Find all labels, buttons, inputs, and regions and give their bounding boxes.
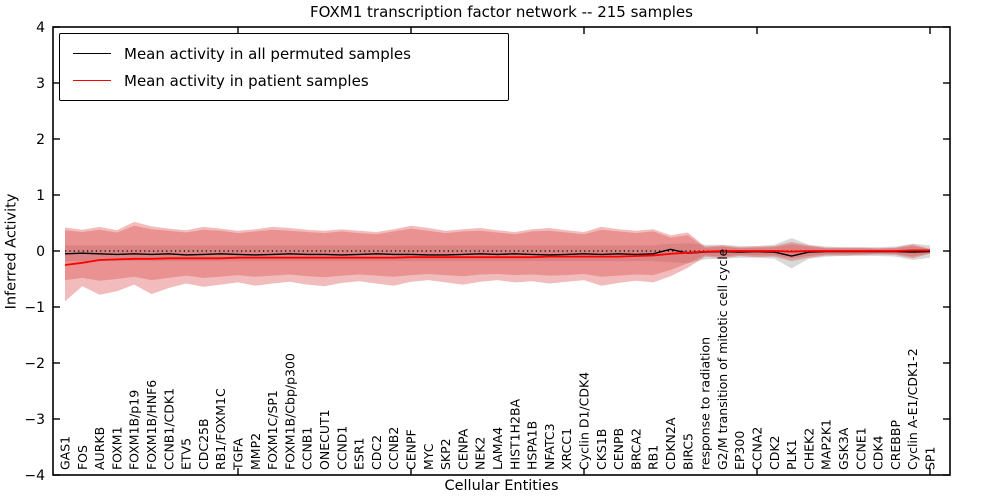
svg-text:ESR1: ESR1 bbox=[352, 438, 367, 470]
chart-title: FOXM1 transcription factor network -- 21… bbox=[310, 3, 693, 21]
svg-text:CDC2: CDC2 bbox=[369, 435, 384, 470]
permuted_mean-line bbox=[64, 248, 931, 257]
legend-label-patient: Mean activity in patient samples bbox=[124, 71, 369, 90]
svg-text:FOXM1C/SP1: FOXM1C/SP1 bbox=[265, 390, 280, 470]
svg-text:TGFA: TGFA bbox=[231, 438, 246, 471]
svg-text:0: 0 bbox=[36, 244, 45, 260]
y-axis-label: Inferred Activity bbox=[3, 193, 20, 310]
legend-line-patient-icon bbox=[73, 80, 111, 81]
legend-line-permuted-icon bbox=[73, 53, 111, 54]
svg-text:CDK4: CDK4 bbox=[871, 435, 886, 470]
axis-ticks bbox=[53, 26, 950, 476]
svg-text:−4: −4 bbox=[24, 468, 45, 484]
legend-entry-permuted: Mean activity in all permuted samples bbox=[73, 40, 508, 67]
svg-text:XRCC1: XRCC1 bbox=[559, 428, 574, 470]
svg-text:3: 3 bbox=[36, 76, 45, 92]
svg-text:CENPA: CENPA bbox=[455, 428, 470, 470]
svg-text:CHEK2: CHEK2 bbox=[801, 428, 816, 470]
svg-text:CDK2: CDK2 bbox=[767, 435, 782, 470]
legend-label-permuted: Mean activity in all permuted samples bbox=[124, 44, 411, 63]
svg-text:AURKB: AURKB bbox=[92, 427, 107, 470]
svg-text:Cyclin D1/CDK4: Cyclin D1/CDK4 bbox=[577, 372, 592, 470]
svg-text:CCNB1/CDK1: CCNB1/CDK1 bbox=[161, 388, 176, 470]
svg-text:BRCA2: BRCA2 bbox=[628, 428, 643, 470]
svg-text:FOXM1B/Cbp/p300: FOXM1B/Cbp/p300 bbox=[282, 353, 297, 470]
svg-text:CCNB1: CCNB1 bbox=[300, 427, 315, 470]
svg-text:FOXM1B/p19: FOXM1B/p19 bbox=[127, 390, 142, 470]
svg-text:RB1: RB1 bbox=[646, 445, 661, 470]
legend-entry-patient: Mean activity in patient samples bbox=[73, 67, 508, 94]
svg-text:NEK2: NEK2 bbox=[473, 437, 488, 470]
svg-text:CKS1B: CKS1B bbox=[594, 429, 609, 470]
svg-text:FOXM1B/HNF6: FOXM1B/HNF6 bbox=[144, 380, 159, 470]
svg-text:SP1: SP1 bbox=[923, 447, 938, 470]
y-tick-labels: 4 3 2 1 0 −1 −2 −3 −4 bbox=[24, 20, 45, 484]
svg-text:NFATC3: NFATC3 bbox=[542, 423, 557, 470]
svg-text:ONECUT1: ONECUT1 bbox=[317, 409, 332, 470]
svg-text:EP300: EP300 bbox=[732, 431, 747, 470]
svg-text:MYC: MYC bbox=[421, 443, 436, 470]
svg-text:RB1/FOXM1C: RB1/FOXM1C bbox=[213, 388, 228, 470]
svg-text:ETV5: ETV5 bbox=[179, 438, 194, 470]
patient_inner_band bbox=[65, 225, 930, 281]
svg-text:response to radiation: response to radiation bbox=[698, 337, 713, 470]
svg-text:FOS: FOS bbox=[75, 445, 90, 470]
svg-text:GAS1: GAS1 bbox=[58, 436, 73, 470]
svg-text:2: 2 bbox=[36, 132, 45, 148]
svg-text:1: 1 bbox=[36, 188, 45, 204]
svg-text:GSK3A: GSK3A bbox=[836, 427, 851, 470]
patient_outer_band bbox=[65, 221, 930, 302]
svg-text:MMP2: MMP2 bbox=[248, 433, 263, 470]
svg-text:BIRC5: BIRC5 bbox=[680, 433, 695, 470]
permuted_band bbox=[65, 238, 930, 269]
svg-text:HSPA1B: HSPA1B bbox=[525, 421, 540, 470]
svg-text:LAMA4: LAMA4 bbox=[490, 427, 505, 470]
svg-text:SKP2: SKP2 bbox=[438, 438, 453, 470]
svg-text:PLK1: PLK1 bbox=[784, 439, 799, 470]
svg-text:CCNE1: CCNE1 bbox=[853, 427, 868, 470]
x-axis-label: Cellular Entities bbox=[444, 478, 559, 494]
svg-text:−2: −2 bbox=[24, 356, 45, 372]
svg-text:CCND1: CCND1 bbox=[334, 426, 349, 470]
svg-text:CENPB: CENPB bbox=[611, 428, 626, 470]
svg-text:−3: −3 bbox=[24, 412, 45, 428]
svg-text:CCNB2: CCNB2 bbox=[386, 427, 401, 470]
svg-text:CENPF: CENPF bbox=[404, 429, 419, 470]
svg-text:G2/M transition of mitotic cel: G2/M transition of mitotic cell cycle bbox=[715, 248, 730, 470]
svg-text:CCNA2: CCNA2 bbox=[750, 427, 765, 470]
svg-text:CREBBP: CREBBP bbox=[888, 420, 903, 470]
category-labels: GAS1 FOS AURKB FOXM1 FOXM1B/p19 FOXM1B/HNF6 CC… bbox=[58, 248, 938, 471]
patient_mean-line bbox=[64, 249, 930, 266]
svg-text:4: 4 bbox=[36, 20, 45, 36]
svg-text:FOXM1: FOXM1 bbox=[109, 426, 124, 470]
svg-text:MAP2K1: MAP2K1 bbox=[819, 419, 834, 470]
legend: Mean activity in all permuted samples Me… bbox=[59, 33, 509, 101]
svg-text:CDC25B: CDC25B bbox=[196, 418, 211, 470]
svg-text:HIST1H2BA: HIST1H2BA bbox=[507, 398, 522, 470]
svg-text:Cyclin A-E1/CDK1-2: Cyclin A-E1/CDK1-2 bbox=[905, 348, 920, 470]
svg-text:CDKN2A: CDKN2A bbox=[663, 417, 678, 470]
svg-text:−1: −1 bbox=[24, 300, 45, 316]
